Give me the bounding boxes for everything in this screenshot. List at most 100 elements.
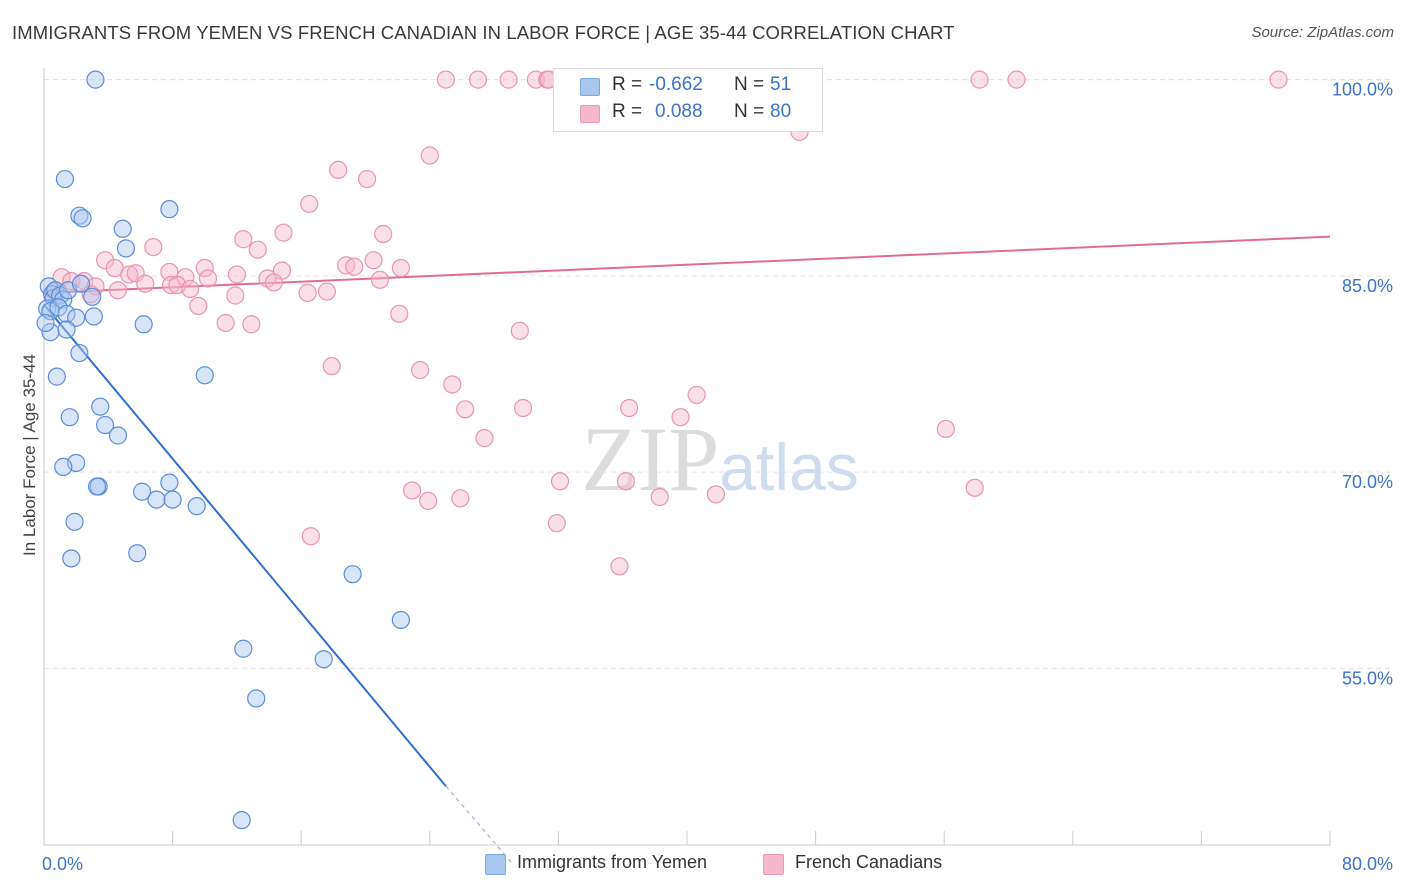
- french-point: [198, 269, 218, 288]
- french-point: [160, 262, 179, 282]
- french-point: [510, 321, 529, 340]
- french-point: [970, 70, 989, 89]
- yemen-point: [47, 367, 66, 386]
- french-point: [189, 296, 208, 316]
- french-point: [390, 304, 409, 323]
- french-point: [226, 286, 245, 305]
- legend-n-value: 80: [770, 101, 792, 122]
- yemen-point: [391, 610, 410, 630]
- french-point: [248, 240, 267, 259]
- watermark-text: ZIPatlas: [581, 408, 858, 510]
- french-point: [274, 223, 293, 242]
- french-point: [610, 557, 629, 576]
- french-point: [370, 270, 390, 289]
- yemen-point: [84, 307, 103, 326]
- french-point: [234, 230, 253, 249]
- y-tick-label: 55.0%: [1342, 668, 1393, 688]
- french-point: [411, 360, 430, 380]
- legend-r-value: -0.662: [649, 74, 703, 95]
- french-point: [706, 485, 726, 504]
- french-point: [456, 400, 475, 419]
- french-point: [468, 70, 488, 89]
- legend-r-value: 0.088: [655, 101, 703, 122]
- french-point: [451, 489, 470, 508]
- french-point: [650, 487, 669, 507]
- french-point: [1269, 70, 1288, 89]
- french-point: [499, 70, 518, 89]
- gridlines: [44, 79, 1394, 669]
- yemen-point: [60, 408, 79, 427]
- yemen-point: [57, 304, 76, 323]
- yemen-point: [147, 490, 166, 509]
- french-point: [391, 258, 410, 278]
- french-point: [322, 357, 341, 376]
- yemen-point: [163, 490, 182, 509]
- french-point: [550, 472, 570, 491]
- french-point: [181, 279, 200, 299]
- tick-labels: 55.0% 70.0% 85.0% 100.0% 0.0% 80.0%: [42, 80, 1393, 874]
- yemen-point: [132, 482, 152, 501]
- yemen-point: [187, 497, 206, 516]
- yemen-point: [54, 457, 73, 476]
- yemen-point: [83, 287, 102, 306]
- x-tick-label: 0.0%: [42, 854, 83, 874]
- yemen-point: [108, 426, 128, 445]
- yemen-trend-line: [43, 304, 447, 787]
- legend-swatch-yemen: [580, 78, 600, 96]
- y-tick-label: 85.0%: [1342, 276, 1393, 296]
- bottom-legend-label-french: French Canadians: [795, 852, 943, 872]
- yemen-trend-extension: [445, 785, 514, 866]
- french-point: [475, 429, 494, 448]
- french-point: [227, 265, 246, 284]
- legend-n-label: N =: [734, 101, 765, 122]
- french-point: [419, 491, 438, 511]
- yemen-point: [116, 239, 136, 258]
- yemen-point: [128, 544, 147, 563]
- french-point: [358, 169, 377, 189]
- yemen-point: [70, 206, 89, 225]
- french-point: [965, 478, 984, 497]
- french-point: [264, 273, 283, 292]
- french-point: [136, 274, 155, 293]
- legend-r-label: R =: [612, 74, 643, 95]
- yemen-point: [195, 366, 214, 385]
- yemen-point: [73, 209, 92, 228]
- french-point: [242, 315, 261, 334]
- yemen-point: [247, 689, 266, 708]
- yemen-point: [91, 397, 110, 416]
- french-point: [195, 258, 214, 278]
- french-point: [364, 251, 383, 270]
- correlation-legend: R = -0.662 N = 51 R = 0.088 N = 80: [553, 68, 823, 132]
- yemen-point: [57, 320, 76, 339]
- bottom-legend-swatch-french: [763, 854, 784, 875]
- french-point: [403, 481, 422, 500]
- french-point: [547, 514, 566, 533]
- watermark: ZIPatlas: [581, 408, 858, 510]
- yemen-point: [113, 219, 132, 238]
- yemen-point: [234, 639, 253, 658]
- data-points: [36, 70, 1288, 830]
- french-point: [120, 265, 139, 284]
- yemen-point: [314, 650, 333, 669]
- yemen-point: [134, 315, 153, 334]
- chart-title: IMMIGRANTS FROM YEMEN VS FRENCH CANADIAN…: [12, 22, 955, 43]
- yemen-point: [232, 811, 251, 830]
- french-point: [374, 224, 393, 244]
- yemen-point: [55, 169, 74, 189]
- axes: [43, 68, 1331, 846]
- yemen-point: [160, 473, 179, 492]
- french-point: [513, 398, 533, 418]
- bottom-legend-swatch-yemen: [485, 854, 506, 875]
- french-point: [443, 375, 462, 394]
- yemen-point: [71, 274, 91, 293]
- french-trend-line: [43, 235, 1331, 294]
- french-point: [616, 472, 636, 491]
- legend-n-value: 51: [770, 74, 792, 95]
- source-credit: Source: ZipAtlas.com: [1251, 24, 1394, 41]
- french-point: [345, 257, 364, 276]
- french-point: [300, 194, 319, 214]
- french-point: [1007, 70, 1026, 89]
- french-point: [144, 237, 163, 257]
- french-point: [436, 70, 455, 89]
